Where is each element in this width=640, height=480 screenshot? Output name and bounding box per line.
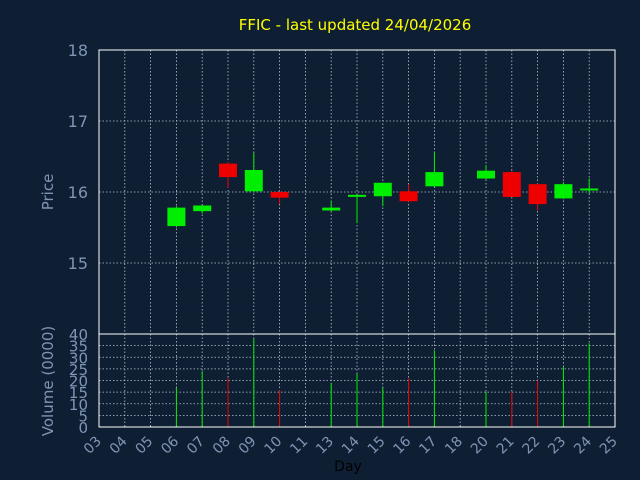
candles	[167, 152, 599, 228]
x-tick-label: 23	[545, 434, 569, 458]
volume-tick-label: 0	[78, 419, 88, 437]
candle-body	[193, 205, 212, 212]
x-tick-label: 08	[210, 434, 234, 458]
volume-tick-label: 25	[69, 361, 88, 379]
price-axis-label: Price	[39, 174, 57, 211]
volume-tick-label: 40	[69, 326, 88, 344]
volume-tick-label: 20	[69, 373, 88, 391]
candle-body	[425, 172, 444, 187]
price-tick-label: 18	[68, 41, 88, 60]
x-tick-label: 22	[520, 434, 544, 458]
x-tick-label: 20	[468, 434, 492, 458]
price-tick-label: 15	[68, 254, 88, 273]
candle-body	[502, 172, 521, 197]
volume-tick-label: 35	[69, 338, 88, 356]
candle-body	[244, 169, 263, 192]
candle-body	[554, 184, 573, 199]
volume-tick-label: 10	[69, 396, 88, 414]
x-tick-label: 09	[236, 434, 260, 458]
x-tick-label: 04	[107, 433, 131, 457]
x-tick-label: 21	[494, 434, 518, 458]
chart-title: FFIC - last updated 24/04/2026	[239, 16, 472, 34]
x-tick-label: 11	[287, 434, 311, 458]
volume-axis-label: Volume (0000)	[39, 326, 57, 436]
price-tick-label: 16	[68, 183, 88, 202]
volume-panel-frame	[98, 333, 616, 428]
x-tick-label: 13	[313, 434, 337, 458]
x-tick-label: 06	[158, 433, 182, 457]
x-tick-label: 10	[262, 434, 286, 458]
candle-body	[580, 188, 599, 191]
candle-body	[477, 170, 495, 179]
x-tick-label: 03	[81, 434, 105, 458]
candle-body	[270, 192, 289, 198]
volume-tick-label: 15	[69, 384, 88, 402]
candle-body	[399, 191, 418, 202]
price-tick-labels: 15 16 17 18	[68, 41, 88, 273]
candle-body	[219, 163, 237, 178]
candle-body	[348, 194, 366, 197]
price-tick-label: 17	[68, 112, 88, 131]
x-tick-label: 17	[416, 434, 440, 458]
candle-body	[373, 182, 392, 197]
volume-tick-label: 5	[78, 407, 88, 425]
candle-body	[322, 207, 341, 211]
candle-body	[167, 207, 186, 227]
volume-bars	[175, 338, 590, 427]
x-tick-label: 15	[365, 434, 389, 458]
x-tick-label: 05	[133, 434, 157, 458]
x-axis-label: Day	[334, 459, 362, 475]
x-tick-label: 07	[184, 434, 208, 458]
x-tick-label: 24	[571, 433, 595, 457]
x-tick-label: 16	[391, 433, 415, 457]
x-tick-label: 18	[442, 434, 466, 458]
x-tick-labels: 03 04 05 06 07 08 09 10 11 13 14 15 16 17 18 20 21 22 23 24…	[81, 433, 621, 457]
volume-tick-label: 30	[69, 349, 88, 367]
candle-body	[528, 184, 547, 205]
x-tick-label: 14	[339, 433, 363, 457]
x-tick-label: 25	[597, 434, 621, 458]
